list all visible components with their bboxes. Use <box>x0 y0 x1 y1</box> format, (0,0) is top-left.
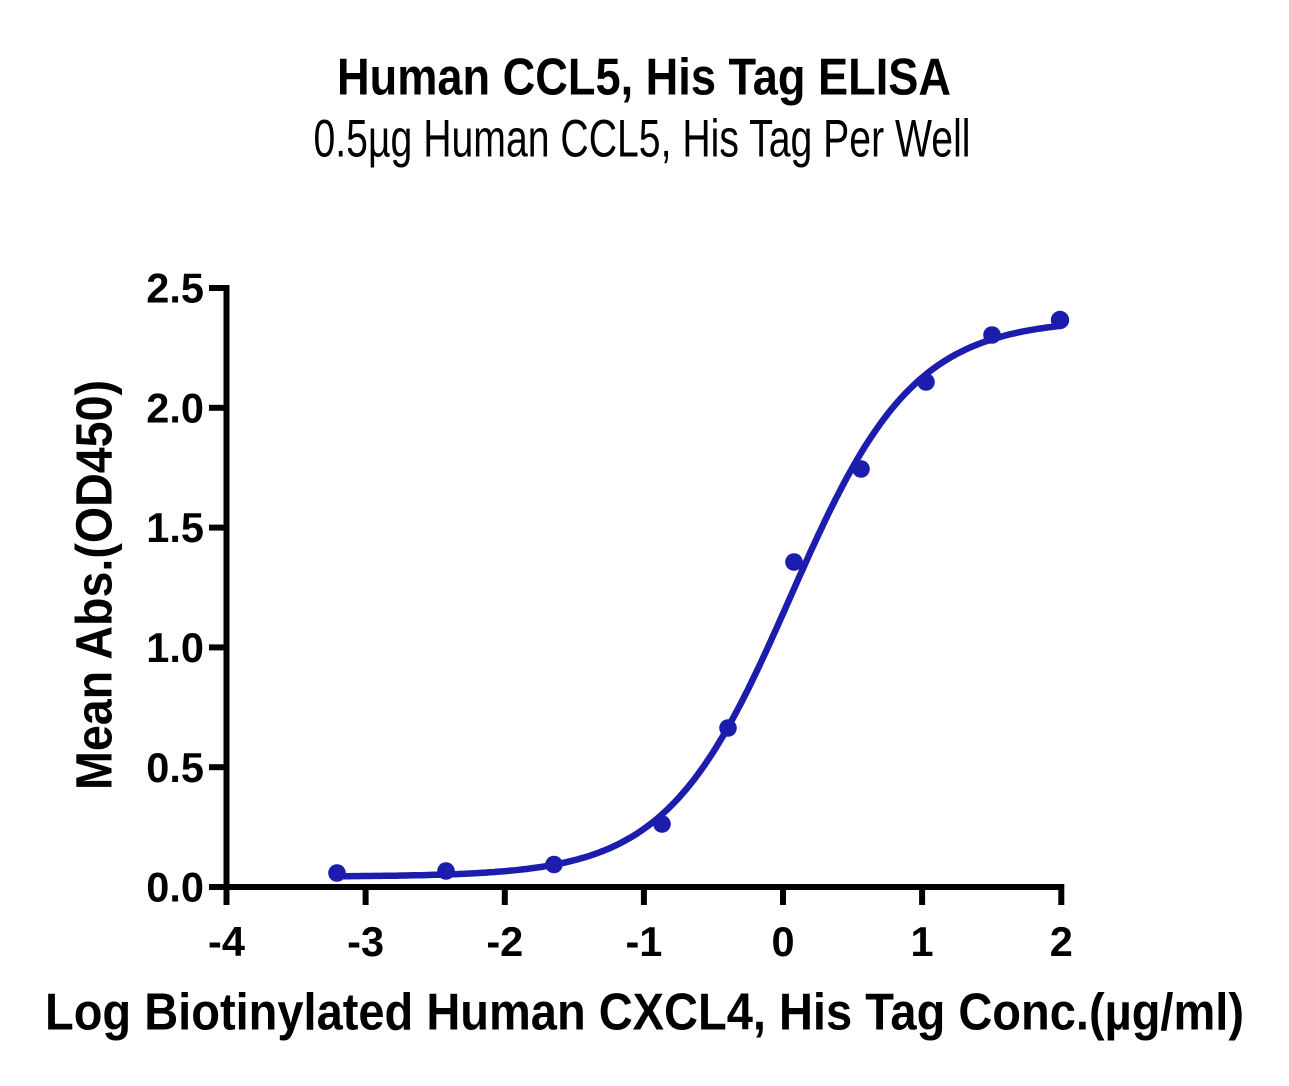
svg-text:0.5µg Human CCL5, His Tag Per: 0.5µg Human CCL5, His Tag Per Well <box>314 110 971 169</box>
svg-text:2.5: 2.5 <box>146 265 204 312</box>
svg-text:0.0: 0.0 <box>146 864 204 911</box>
svg-text:2.0: 2.0 <box>146 384 204 431</box>
svg-text:1: 1 <box>911 918 934 965</box>
svg-text:0.5: 0.5 <box>146 744 204 791</box>
svg-text:1.0: 1.0 <box>146 624 204 671</box>
svg-text:2: 2 <box>1050 918 1073 965</box>
svg-text:0: 0 <box>771 918 794 965</box>
svg-text:-4: -4 <box>208 918 245 965</box>
svg-text:Human CCL5, His Tag ELISA: Human CCL5, His Tag ELISA <box>337 48 951 106</box>
svg-text:-2: -2 <box>486 918 523 965</box>
svg-text:Mean Abs.(OD450): Mean Abs.(OD450) <box>66 380 123 790</box>
svg-text:-3: -3 <box>347 918 384 965</box>
svg-text:-1: -1 <box>625 918 662 965</box>
svg-text:Log Biotinylated Human CXCL4,: Log Biotinylated Human CXCL4, His Tag Co… <box>45 983 1244 1041</box>
svg-text:1.5: 1.5 <box>146 504 204 551</box>
